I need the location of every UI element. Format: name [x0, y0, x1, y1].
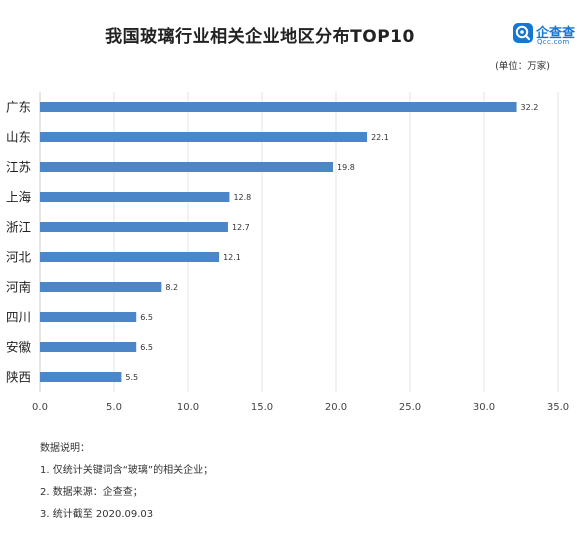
chart-title: 我国玻璃行业相关企业地区分布TOP10 — [105, 27, 415, 47]
note-item: 2. 数据来源：企查查； — [40, 487, 143, 498]
x-tick-label: 0.0 — [32, 402, 48, 413]
bar — [40, 192, 230, 202]
category-label: 广东 — [6, 100, 31, 115]
bar-chart: 0.0 5.0 10.0 15.0 20.0 25.0 30.0 35.0 广东 32.2 山东 22… — [6, 92, 569, 413]
data-label: 19.8 — [337, 163, 355, 172]
category-label: 陕西 — [6, 370, 31, 385]
data-label: 8.2 — [165, 283, 178, 292]
category-label: 河北 — [6, 250, 32, 265]
qcc-logo: 企查查 Qcc.com — [512, 22, 580, 48]
bar — [40, 282, 162, 292]
category-label: 河南 — [6, 280, 31, 295]
x-tick-label: 30.0 — [473, 402, 495, 413]
bar — [40, 162, 334, 172]
data-label: 5.5 — [125, 373, 138, 382]
bar — [40, 252, 220, 262]
bar — [40, 102, 517, 112]
category-label: 安徽 — [6, 340, 32, 355]
category-label: 四川 — [6, 310, 31, 325]
qcc-logo-icon — [513, 23, 533, 43]
x-tick-label: 10.0 — [177, 402, 199, 413]
x-tick-label: 25.0 — [399, 402, 421, 413]
data-notes: 数据说明： 1. 仅统计关键词含“玻璃”的相关企业； 2. 数据来源：企查查； … — [40, 438, 213, 526]
data-label: 6.5 — [140, 313, 153, 322]
notes-heading: 数据说明： — [40, 443, 90, 454]
category-label: 上海 — [6, 190, 32, 205]
category-label: 浙江 — [6, 220, 31, 235]
data-label: 32.2 — [521, 103, 539, 112]
x-tick-label: 35.0 — [547, 402, 569, 413]
bar — [40, 132, 368, 142]
logo-name: 企查查 — [536, 26, 576, 41]
bar — [40, 312, 137, 322]
bar — [40, 222, 228, 232]
category-label: 江苏 — [6, 160, 31, 175]
x-tick-label: 5.0 — [106, 402, 122, 413]
data-label: 12.8 — [233, 193, 251, 202]
data-label: 6.5 — [140, 343, 153, 352]
bar — [40, 372, 122, 382]
logo-sub: Qcc.com — [537, 38, 570, 46]
bar — [40, 342, 137, 352]
data-label: 12.1 — [223, 253, 241, 262]
data-label: 22.1 — [371, 133, 389, 142]
data-label: 12.7 — [232, 223, 250, 232]
note-item: 3. 统计截至 2020.09.03 — [40, 509, 154, 520]
note-item: 1. 仅统计关键词含“玻璃”的相关企业； — [40, 465, 214, 476]
unit-label: (单位：万家) — [495, 61, 550, 72]
category-label: 山东 — [6, 130, 31, 145]
x-tick-label: 20.0 — [325, 402, 347, 413]
x-tick-label: 15.0 — [251, 402, 273, 413]
